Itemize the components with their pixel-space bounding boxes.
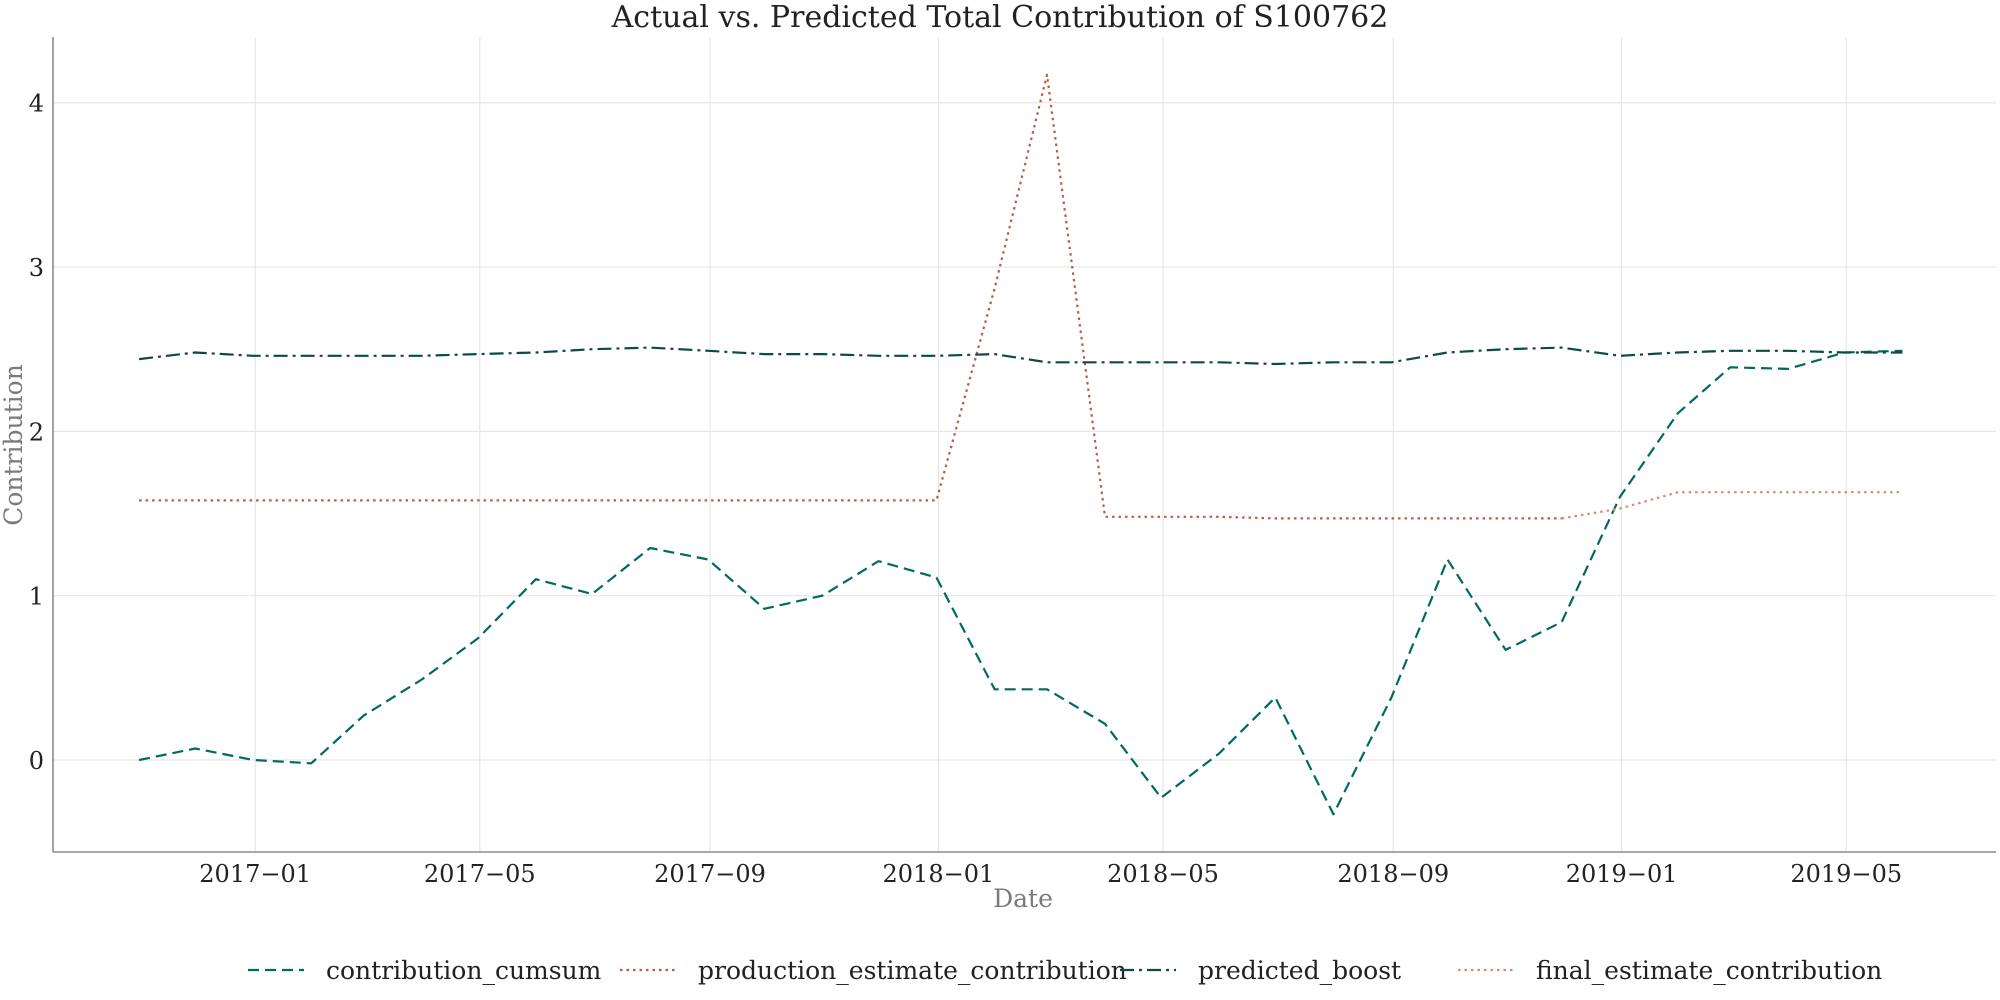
x-axis-ticks: 2017−01 2017−05 2017−09 2018−01 2018−05 2018−… <box>199 860 1902 888</box>
y-tick-label: 2 <box>29 418 44 446</box>
legend-label: production_estimate_contribution <box>698 956 1127 985</box>
x-tick-label: 2018−05 <box>1107 860 1219 888</box>
y-axis-ticks: 0 1 2 3 4 <box>29 90 44 775</box>
x-tick-label: 2018−09 <box>1337 860 1449 888</box>
legend-item-production-estimate-contribution: production_estimate_contribution <box>620 956 1127 985</box>
series-line-contribution-cumsum <box>138 349 1903 816</box>
legend-item-predicted-boost: predicted_boost <box>1120 956 1401 985</box>
legend: contribution_cumsum production_estimate_c… <box>248 956 1882 985</box>
x-tick-label: 2019−01 <box>1566 860 1678 888</box>
legend-item-final-estimate-contribution: final_estimate_contribution <box>1458 956 1882 985</box>
x-tick-label: 2018−01 <box>883 860 995 888</box>
y-axis-label: Contribution <box>0 364 28 526</box>
legend-label: predicted_boost <box>1198 956 1401 985</box>
series-layer <box>138 73 1903 816</box>
x-tick-label: 2017−09 <box>654 860 766 888</box>
x-tick-label: 2017−01 <box>199 860 311 888</box>
x-axis-label: Date <box>993 884 1053 913</box>
series-line-predicted-boost <box>138 346 1903 366</box>
series-line-final-estimate-contribution <box>1561 491 1903 520</box>
series-line-production-estimate-contribution <box>139 73 1562 520</box>
y-tick-label: 0 <box>29 747 44 775</box>
y-tick-label: 3 <box>29 254 44 282</box>
legend-item-contribution-cumsum: contribution_cumsum <box>248 956 602 985</box>
legend-label: contribution_cumsum <box>326 956 602 985</box>
y-tick-label: 1 <box>29 583 44 611</box>
gridlines <box>53 37 1996 852</box>
x-tick-label: 2017−05 <box>424 860 536 888</box>
y-tick-label: 4 <box>29 90 44 118</box>
x-tick-label: 2019−05 <box>1790 860 1902 888</box>
legend-label: final_estimate_contribution <box>1536 956 1882 985</box>
chart-title: Actual vs. Predicted Total Contribution … <box>611 0 1389 35</box>
